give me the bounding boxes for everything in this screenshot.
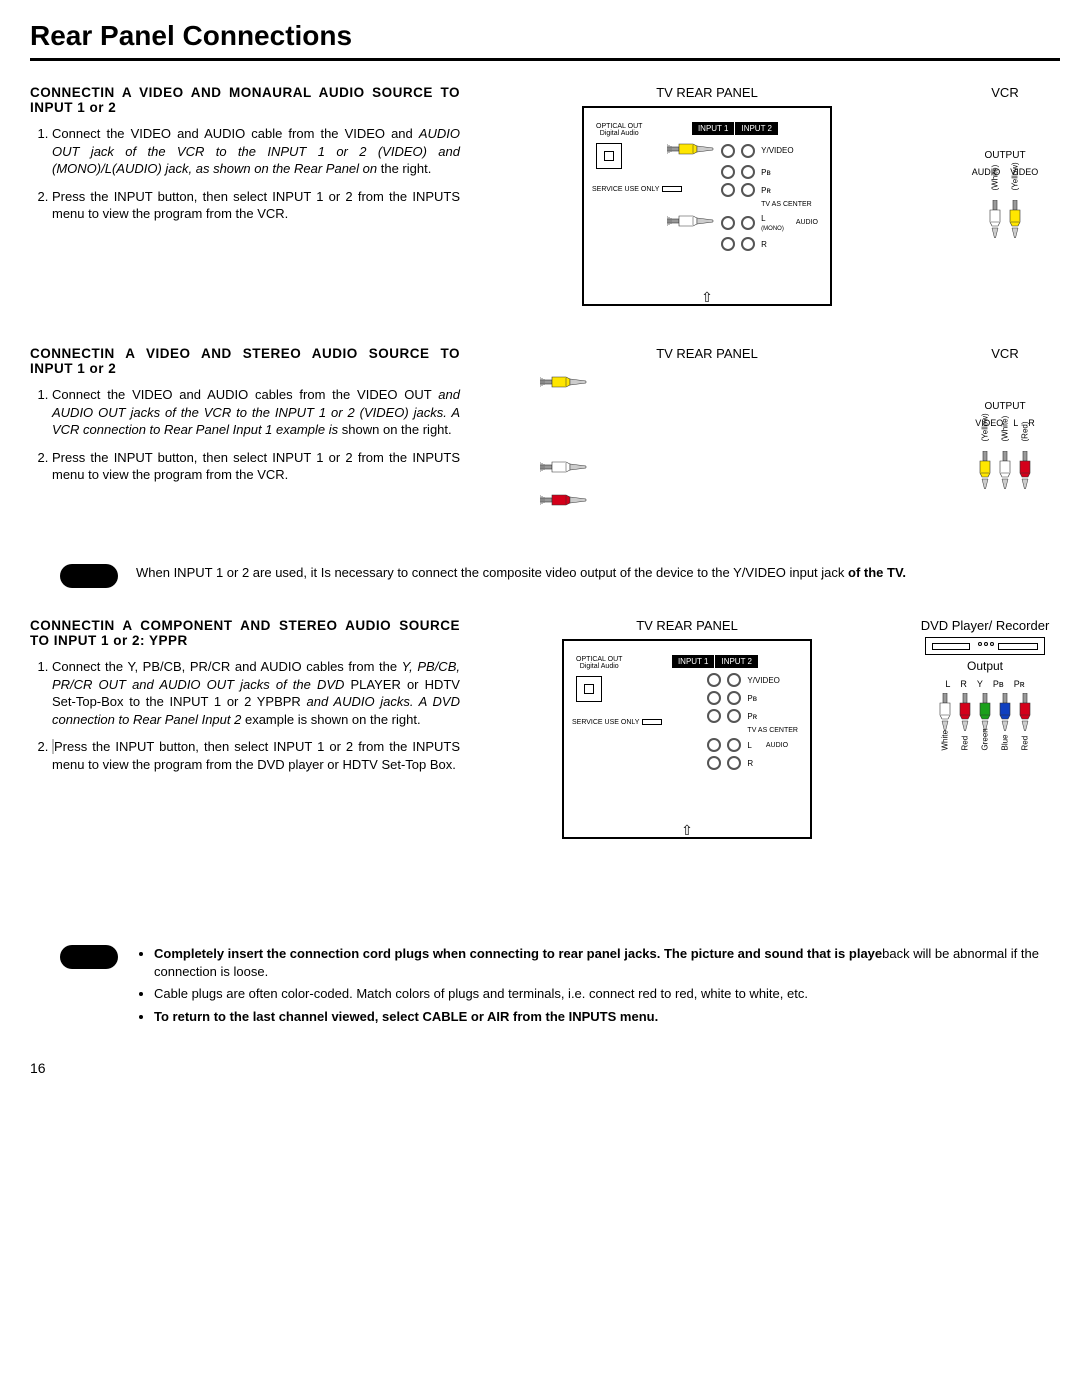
rca-white-mono: (White) — [988, 181, 1002, 238]
sec2-panel-label: TV REAR PANEL — [480, 346, 934, 361]
rca-red-comp: Red — [958, 693, 972, 760]
arrow-up-icon: ⇧ — [701, 289, 713, 306]
rca-white-comp: White — [938, 693, 952, 760]
section-mono: CONNECTIN A VIDEO AND MONAURAL AUDIO SOU… — [30, 85, 1060, 306]
input-header: INPUT 1INPUT 2 — [692, 122, 778, 135]
sec3-output: Output — [910, 659, 1060, 673]
rca-yellow-stereo: (Yellow) — [978, 432, 992, 489]
sec2-output: OUTPUT — [950, 401, 1060, 412]
rca-blue-comp: Blue — [998, 693, 1012, 760]
page-title: Rear Panel Connections — [30, 20, 1060, 52]
note2-b2: Cable plugs are often color-coded. Match… — [154, 985, 1060, 1003]
sec2-step2: Press the INPUT button, then select INPU… — [52, 449, 460, 484]
note-pill-2 — [60, 945, 118, 969]
note2-b3: To return to the last channel viewed, se… — [154, 1008, 1060, 1026]
sec3-device: DVD Player/ Recorder — [910, 618, 1060, 633]
sec1-device: VCR — [950, 85, 1060, 100]
sec1-output: OUTPUT — [950, 150, 1060, 161]
sec3-step1: Connect the Y, PB/CB, PR/CR and AUDIO ca… — [52, 658, 460, 728]
section-stereo: CONNECTIN A VIDEO AND STEREO AUDIO SOURC… — [30, 346, 1060, 524]
note-1: When INPUT 1 or 2 are used, it Is necess… — [60, 564, 1060, 588]
title-rule — [30, 58, 1060, 61]
plug-yellow-1 — [667, 140, 715, 161]
sec1-step1: Connect the VIDEO and AUDIO cable from t… — [52, 125, 460, 178]
tv-panel-1: INPUT 1INPUT 2 OPTICAL OUTDigital Audio … — [582, 106, 832, 306]
rca-green-comp: Green — [978, 693, 992, 760]
tv-panel-3: INPUT 1INPUT 2 OPTICAL OUTDigital Audio … — [562, 639, 812, 839]
plug-white-1 — [667, 212, 715, 233]
sec2-step1: Connect the VIDEO and AUDIO cables from … — [52, 386, 460, 439]
plug-white-2 — [540, 458, 934, 479]
optical-jack — [596, 143, 622, 169]
section-component: CONNECTIN A COMPONENT AND STEREO AUDIO S… — [30, 618, 1060, 839]
sec1-panel-label: TV REAR PANEL — [480, 85, 934, 100]
sec3-heading: CONNECTIN A COMPONENT AND STEREO AUDIO S… — [30, 618, 460, 648]
sec3-panel-label: TV REAR PANEL — [480, 618, 894, 633]
rca-red-stereo: (Red) — [1018, 432, 1032, 489]
sec2-device: VCR — [950, 346, 1060, 361]
rca-yellow-mono: (Yellow) — [1008, 181, 1022, 238]
sec1-step2: Press the INPUT button, then select INPU… — [52, 188, 460, 223]
sec2-heading: CONNECTIN A VIDEO AND STEREO AUDIO SOURC… — [30, 346, 460, 376]
input-header-3: INPUT 1INPUT 2 — [672, 655, 758, 668]
jack-row-l: L(MONO) AUDIO — [667, 212, 818, 233]
jack-row-yvideo: Y/VIDEO — [667, 140, 818, 161]
plug-yellow-2 — [540, 373, 934, 394]
note-2: Completely insert the connection cord pl… — [60, 945, 1060, 1030]
rca-white-stereo: (White) — [998, 432, 1012, 489]
page-number: 16 — [30, 1060, 1060, 1076]
dvd-player-icon — [925, 637, 1045, 655]
sec1-heading: CONNECTIN A VIDEO AND MONAURAL AUDIO SOU… — [30, 85, 460, 115]
note-pill-1 — [60, 564, 118, 588]
note2-b1: Completely insert the connection cord pl… — [154, 945, 1060, 981]
plug-red-2 — [540, 491, 934, 512]
sec3-step2: Press the INPUT button, then select INPU… — [52, 738, 460, 773]
rca-red2-comp: Red — [1018, 693, 1032, 760]
